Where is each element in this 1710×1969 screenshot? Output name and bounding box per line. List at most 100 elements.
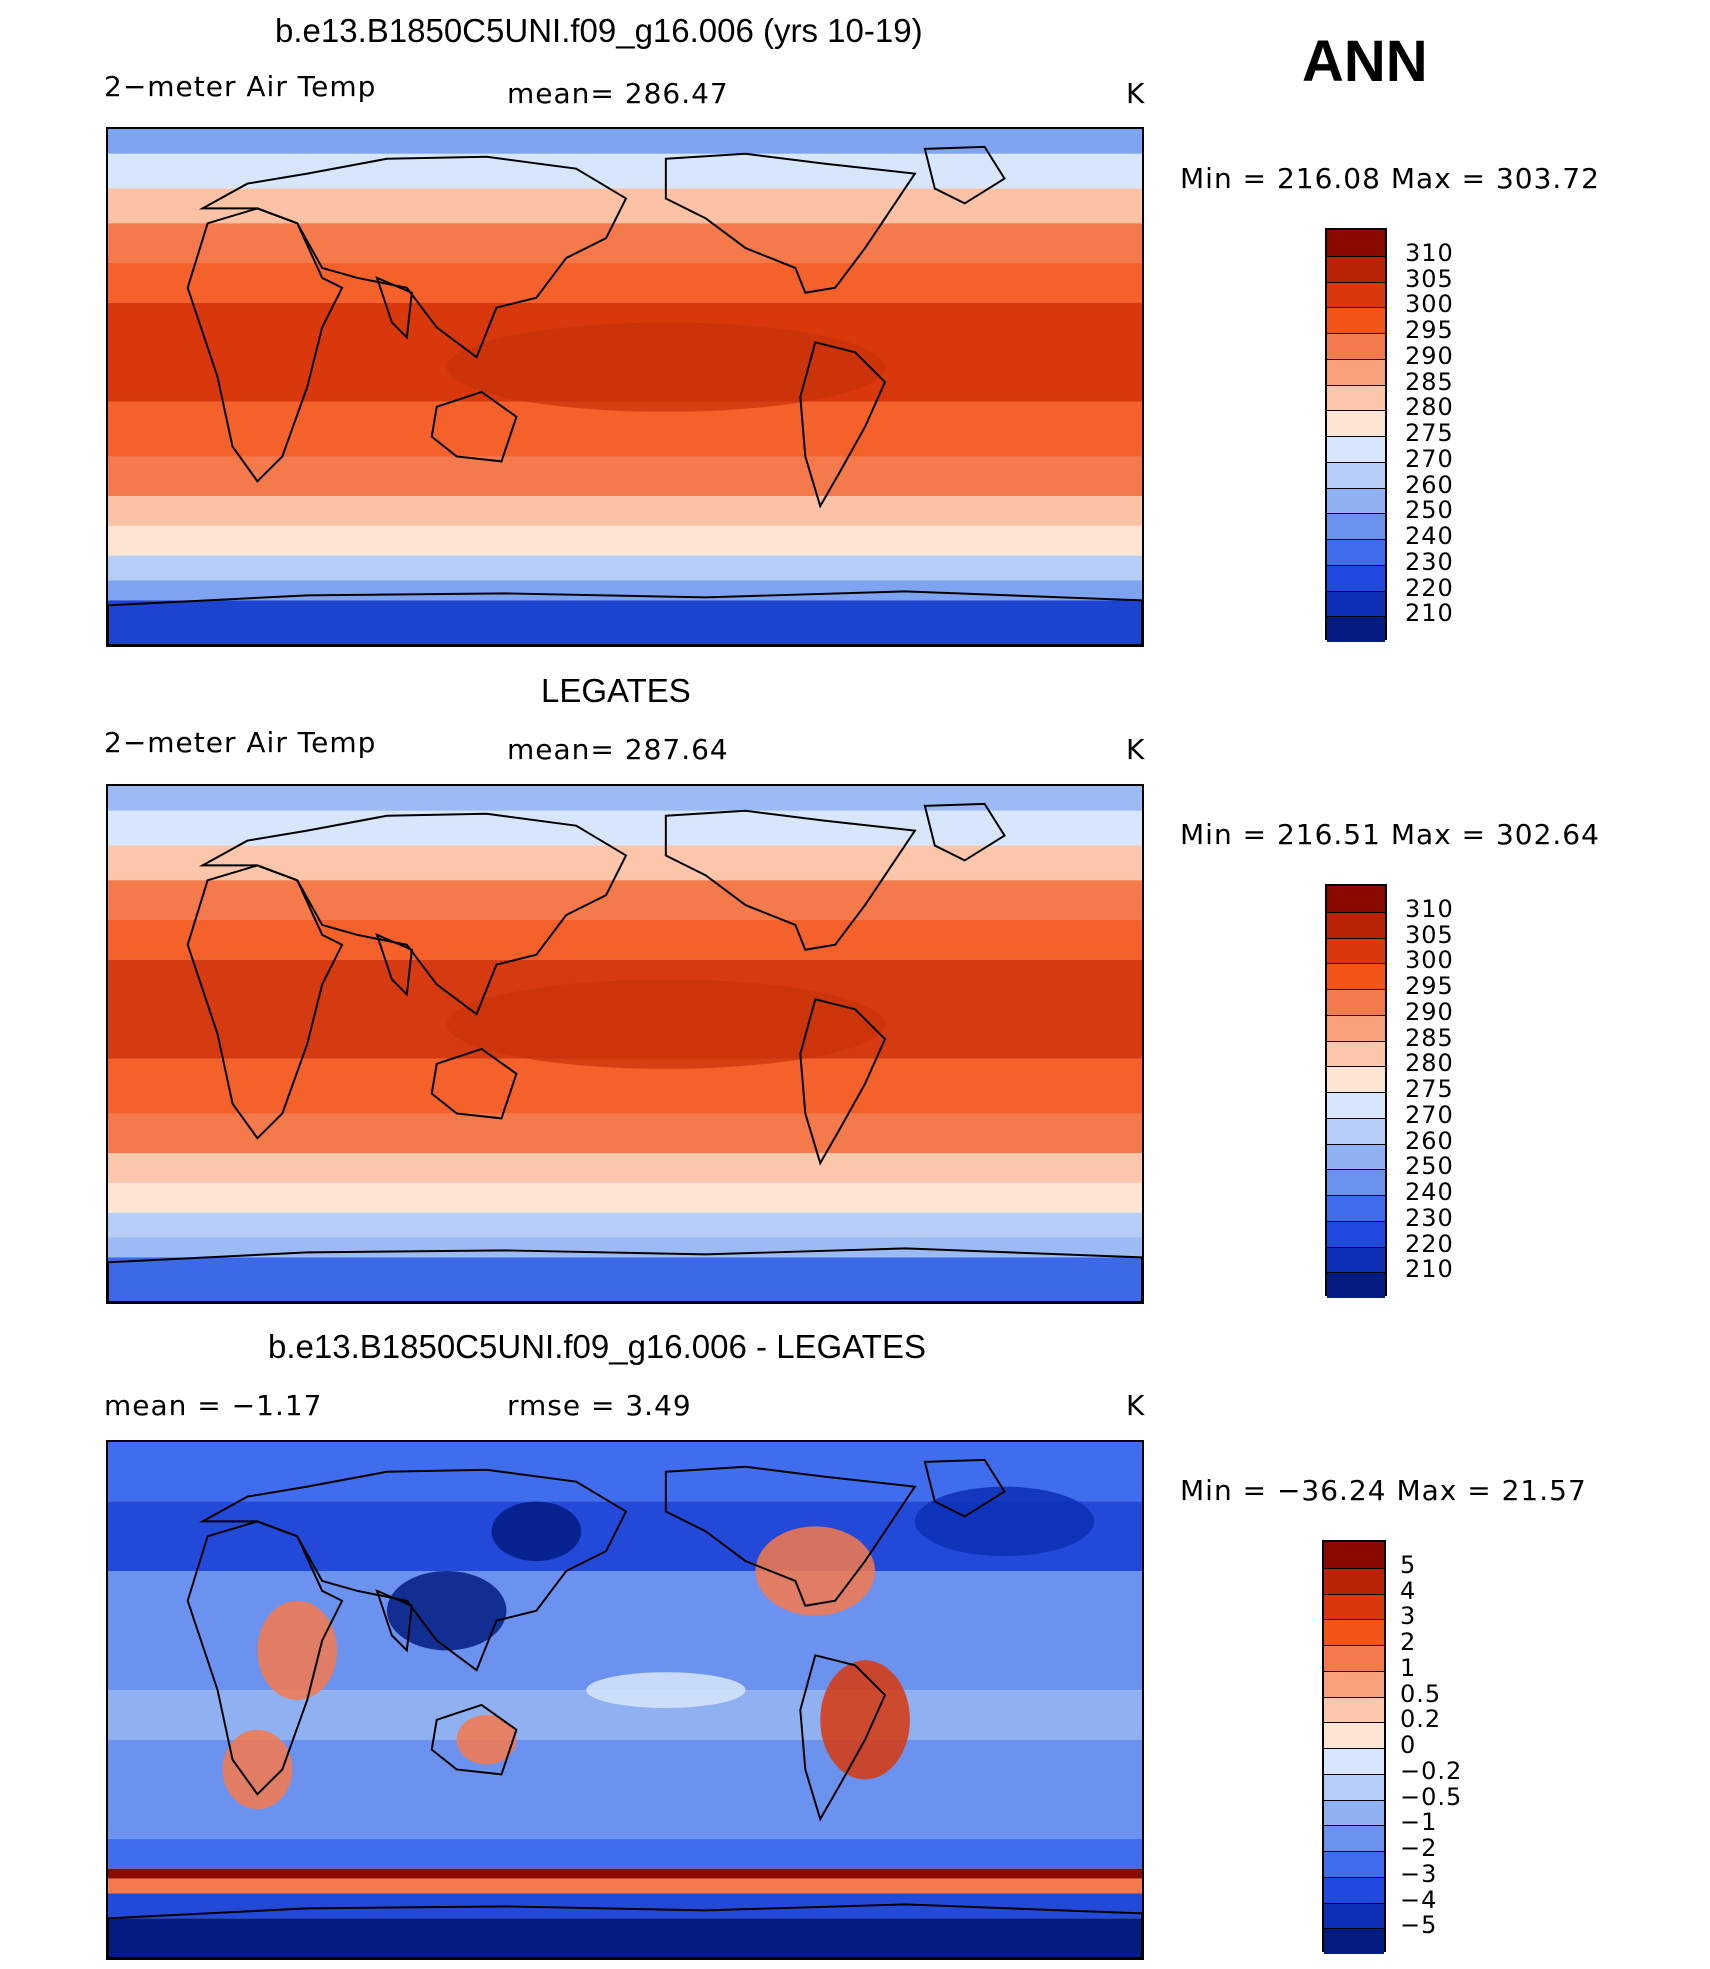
colorbar-segment — [1327, 358, 1385, 385]
colorbar-tick-label: 290 — [1405, 997, 1454, 1026]
colorbar-segment — [1324, 1670, 1384, 1697]
latitude-band — [108, 1113, 1142, 1154]
colorbar-tick-label: 305 — [1405, 920, 1454, 949]
panel-2-minmax: Min = 216.51 Max = 302.64 — [1180, 818, 1600, 851]
colorbar-segment — [1324, 1851, 1384, 1877]
colorbar-segment — [1324, 1902, 1384, 1929]
colorbar-segment — [1324, 1748, 1384, 1774]
colorbar-tick-label: −1 — [1400, 1808, 1438, 1837]
colorbar-tick-label: 280 — [1405, 1049, 1454, 1078]
latitude-band — [108, 525, 1142, 556]
colorbar-segment — [1327, 1143, 1385, 1170]
colorbar-segment — [1327, 539, 1385, 565]
colorbar-tick-label: 210 — [1405, 1255, 1454, 1284]
colorbar-tick-label: 260 — [1405, 1126, 1454, 1155]
colorbar-tick-label: 285 — [1405, 1023, 1454, 1052]
colorbar-segment — [1327, 384, 1385, 411]
latitude-band — [108, 845, 1142, 881]
panel-3-colorbar — [1322, 1540, 1386, 1954]
latitude-band — [108, 1868, 1142, 1879]
colorbar-segment — [1327, 1014, 1385, 1041]
colorbar-tick-label: 220 — [1405, 573, 1454, 602]
latitude-band — [108, 786, 1142, 811]
panel-1-variable-label: 2−meter Air Temp — [104, 70, 377, 103]
latitude-band — [108, 456, 1142, 497]
latitude-band — [108, 188, 1142, 224]
colorbar-tick-label: 240 — [1405, 1178, 1454, 1206]
colorbar-tick-label: −0.2 — [1400, 1756, 1463, 1785]
colorbar-tick-label: 260 — [1405, 470, 1454, 499]
coastline — [198, 155, 628, 359]
coastline — [430, 1703, 518, 1776]
warm-pool — [446, 979, 885, 1069]
anomaly-blob — [456, 1714, 517, 1765]
coastline — [799, 998, 887, 1166]
colorbar-tick-label: 230 — [1405, 1203, 1454, 1232]
anomaly-blob — [820, 1660, 910, 1780]
colorbar-segment — [1324, 1928, 1384, 1954]
colorbar-tick-label: −5 — [1400, 1911, 1438, 1940]
colorbar-segment — [1327, 513, 1385, 539]
latitude-band — [108, 1257, 1142, 1302]
coastline — [923, 145, 1006, 205]
panel-1-unit-label: K — [1126, 77, 1146, 110]
colorbar-segment — [1327, 1066, 1385, 1092]
latitude-band — [108, 1153, 1142, 1183]
panel-3-title: b.e13.B1850C5UNI.f09_g16.006 - LEGATES — [268, 1328, 926, 1365]
coastline — [664, 152, 917, 294]
colorbar-segment — [1327, 1220, 1385, 1247]
colorbar-tick-label: −2 — [1400, 1834, 1438, 1862]
coastline — [108, 1247, 1142, 1302]
coastline — [375, 276, 413, 340]
latitude-band — [108, 880, 1142, 920]
panel-3-mean-label: mean = −1.17 — [104, 1389, 323, 1422]
anomaly-blob — [914, 1486, 1095, 1557]
colorbar-segment — [1324, 1773, 1384, 1800]
season-label: ANN — [1302, 29, 1428, 94]
coastline — [923, 802, 1006, 862]
colorbar-tick-label: 250 — [1405, 1152, 1454, 1181]
colorbar-segment — [1327, 333, 1385, 359]
latitude-band — [108, 496, 1142, 526]
coastline — [198, 1468, 628, 1672]
latitude-band — [108, 1182, 1142, 1213]
latitude-band — [108, 1893, 1142, 1919]
colorbar-segment — [1327, 1169, 1385, 1195]
latitude-band — [108, 600, 1142, 645]
colorbar-tick-label: 305 — [1405, 264, 1454, 293]
colorbar-tick-label: 4 — [1400, 1576, 1417, 1605]
panel-1-title: b.e13.B1850C5UNI.f09_g16.006 (yrs 10-19) — [275, 12, 923, 49]
panel-3-rmse-label: rmse = 3.49 — [507, 1389, 692, 1422]
panel-3-map — [106, 1440, 1144, 1960]
colorbar-tick-label: −3 — [1400, 1859, 1438, 1888]
colorbar-segment — [1324, 1799, 1384, 1826]
colorbar-segment — [1327, 487, 1385, 514]
panel-2-variable-label: 2−meter Air Temp — [104, 726, 377, 759]
colorbar-segment — [1327, 461, 1385, 488]
colorbar-segment — [1327, 1246, 1385, 1273]
colorbar-segment — [1324, 1645, 1384, 1671]
colorbar-segment — [1327, 590, 1385, 617]
colorbar-segment — [1327, 255, 1385, 282]
colorbar-tick-label: 220 — [1405, 1229, 1454, 1258]
panel-2-title: LEGATES — [541, 672, 691, 709]
panel-3-unit-label: K — [1126, 1389, 1146, 1422]
latitude-band — [108, 810, 1142, 846]
latitude-band — [108, 1838, 1142, 1869]
colorbar-segment — [1327, 436, 1385, 462]
colorbar-tick-label: 270 — [1405, 1100, 1454, 1129]
colorbar-tick-label: 250 — [1405, 496, 1454, 525]
colorbar-segment — [1327, 307, 1385, 333]
colorbar-tick-label: 3 — [1400, 1602, 1417, 1631]
colorbar-segment — [1327, 564, 1385, 591]
coastline — [430, 390, 518, 463]
colorbar-tick-label: 300 — [1405, 946, 1454, 975]
colorbar-tick-label: 1 — [1400, 1653, 1417, 1682]
colorbar-tick-label: 290 — [1405, 341, 1454, 370]
latitude-band — [108, 919, 1142, 960]
colorbar-tick-label: −0.5 — [1400, 1782, 1463, 1811]
colorbar-segment — [1324, 1542, 1384, 1568]
latitude-band — [108, 1212, 1142, 1238]
coastline — [375, 1589, 413, 1653]
colorbar-tick-label: 230 — [1405, 547, 1454, 576]
